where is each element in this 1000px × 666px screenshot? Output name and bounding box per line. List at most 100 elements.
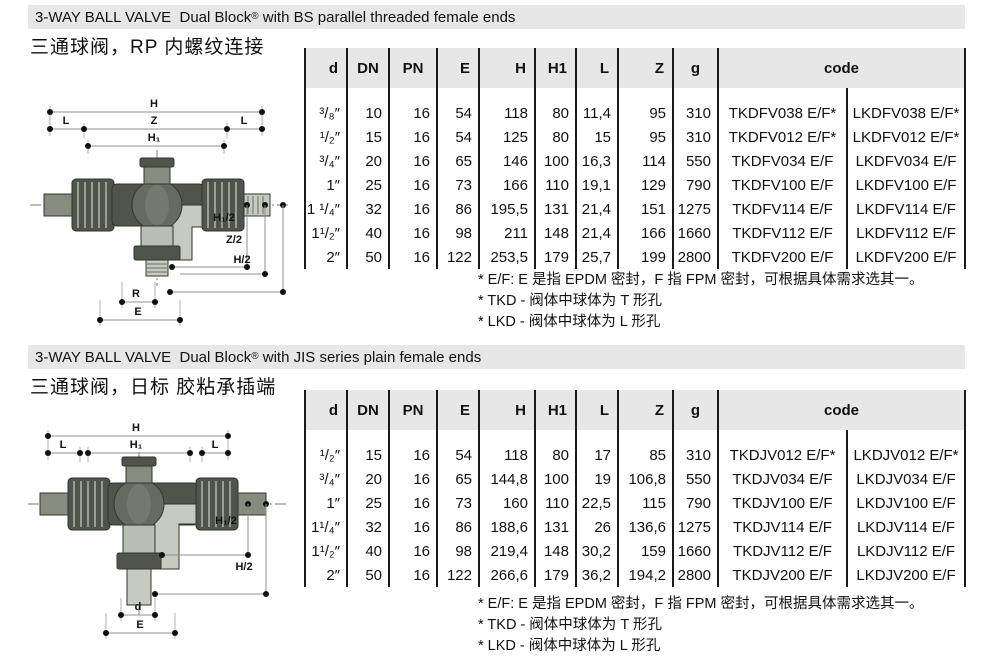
code-cell: TKDJV034 E/F: [717, 467, 847, 491]
table-row: 2″ 50 16 122 253,5 179 25,7 199 2800 TKDFV200 E/F…: [304, 245, 967, 269]
code-cell: TKDJV100 E/F: [717, 491, 847, 515]
spacer-cell: [304, 88, 347, 101]
table-row: 1¹/₄″ 32 16 86 188,6 131 26 136,6 1275 TKDJV114 E…: [304, 515, 967, 539]
value-cell: 19,1: [575, 173, 618, 197]
value-cell: 16: [388, 563, 437, 587]
code-cell: LKDJV112 E/F: [845, 539, 967, 563]
dim-label-r: R: [132, 288, 140, 300]
value-cell: 73: [436, 173, 479, 197]
table-row: ¹/₂″ 15 16 54 118 80 17 85 310 TKDJV012 E/F* LKDJV…: [304, 443, 967, 467]
value-cell: 266,6: [478, 563, 535, 587]
value-cell: 131: [534, 515, 576, 539]
table-row: ¹/₂″ 15 16 54 125 80 15 95 310 TKDFV012 E/F* LKDFV…: [304, 125, 967, 149]
value-cell: 17: [575, 443, 618, 467]
value-cell: 114: [617, 149, 673, 173]
value-cell: 2800: [672, 245, 718, 269]
code-cell: TKDFV114 E/F: [717, 197, 847, 221]
value-cell: 310: [672, 101, 718, 125]
code-cell: LKDFV114 E/F: [845, 197, 967, 221]
value-cell: 115: [617, 491, 673, 515]
code-cell: LKDFV038 E/F*: [845, 101, 967, 125]
dim-label-h: H: [132, 422, 140, 434]
col-header-h: H: [478, 390, 535, 430]
section1-title-bar: 3-WAY BALL VALVE Dual Block ® with BS par…: [28, 5, 965, 29]
col-header-d: d: [304, 390, 347, 430]
value-cell: 50: [346, 563, 389, 587]
value-cell: 16: [388, 101, 437, 125]
value-cell: 50: [346, 245, 389, 269]
table-row: 2″ 50 16 122 266,6 179 36,2 194,2 2800 TKDJV200 E…: [304, 563, 967, 587]
value-cell: 40: [346, 539, 389, 563]
value-cell: 16: [388, 221, 437, 245]
value-cell: 16,3: [575, 149, 618, 173]
size-cell: 1″: [304, 173, 347, 197]
value-cell: 15: [346, 125, 389, 149]
code-cell: LKDJV114 E/F: [845, 515, 967, 539]
col-header-d: d: [304, 48, 347, 88]
table-row: 1 ¹/₄″ 32 16 86 195,5 131 21,4 151 1275 TKDFV114 …: [304, 197, 967, 221]
value-cell: 790: [672, 173, 718, 197]
value-cell: 1275: [672, 515, 718, 539]
value-cell: 40: [346, 221, 389, 245]
value-cell: 21,4: [575, 221, 618, 245]
size-cell: 1″: [304, 491, 347, 515]
dim-label-d: d: [135, 601, 142, 613]
col-header-code: code: [716, 390, 967, 430]
dim-label-z: Z: [151, 115, 158, 127]
col-header-code: code: [716, 48, 967, 88]
col-header-h1: H1: [534, 48, 576, 88]
spacer-cell: [672, 430, 718, 443]
spacer-cell: [346, 88, 389, 101]
value-cell: 195,5: [478, 197, 535, 221]
value-cell: 310: [672, 125, 718, 149]
value-cell: 100: [534, 149, 576, 173]
dim-label-h1-half: H₁/2: [213, 212, 235, 224]
value-cell: 144,8: [478, 467, 535, 491]
spacer-row: [304, 430, 967, 443]
size-cell: 1¹/₂″: [304, 221, 347, 245]
value-cell: 1660: [672, 221, 718, 245]
code-cell: TKDFV038 E/F*: [717, 101, 847, 125]
code-cell: LKDFV200 E/F: [845, 245, 967, 269]
value-cell: 106,8: [617, 467, 673, 491]
col-header-g: g: [672, 48, 718, 88]
value-cell: 129: [617, 173, 673, 197]
spacer-row: [304, 88, 967, 101]
code-cell: TKDJV114 E/F: [717, 515, 847, 539]
dim-label-e: E: [136, 619, 143, 631]
dim-label-h1: H₁: [130, 439, 143, 451]
spacer-cell: [388, 430, 437, 443]
table-row: ³/₈″ 10 16 54 118 80 11,4 95 310 TKDFV038 E/F* LKD…: [304, 101, 967, 125]
code-cell: TKDFV112 E/F: [717, 221, 847, 245]
spacer-cell: [717, 88, 847, 101]
size-cell: 2″: [304, 563, 347, 587]
size-cell: ³/₈″: [304, 101, 347, 125]
code-cell: LKDJV100 E/F: [845, 491, 967, 515]
value-cell: 21,4: [575, 197, 618, 221]
code-cell: TKDFV034 E/F: [717, 149, 847, 173]
size-cell: ³/₄″: [304, 149, 347, 173]
footnote-ef: * E/F: E 是指 EPDM 密封，F 指 FPM 密封，可根据具体需求选其…: [478, 272, 924, 288]
section1-subtitle-cn: 三通球阀，RP 内螺纹连接: [30, 37, 265, 58]
value-cell: 118: [478, 443, 535, 467]
col-header-h: H: [478, 48, 535, 88]
spacer-cell: [617, 88, 673, 101]
value-cell: 110: [534, 491, 576, 515]
value-cell: 22,5: [575, 491, 618, 515]
value-cell: 32: [346, 197, 389, 221]
footnote-lkd: * LKD - 阀体中球体为 L 形孔: [478, 314, 661, 330]
value-cell: 25: [346, 173, 389, 197]
table-row: 1″ 25 16 73 166 110 19,1 129 790 TKDFV100 E/F LKDF…: [304, 173, 967, 197]
dim-label-h1-half: H₁/2: [215, 515, 237, 527]
section1-title: 3-WAY BALL VALVE Dual Block: [35, 8, 252, 26]
code-cell: LKDJV034 E/F: [845, 467, 967, 491]
value-cell: 550: [672, 149, 718, 173]
value-cell: 16: [388, 173, 437, 197]
value-cell: 16: [388, 125, 437, 149]
size-cell: ³/₄″: [304, 467, 347, 491]
col-header-pn: PN: [388, 390, 437, 430]
code-cell: TKDFV100 E/F: [717, 173, 847, 197]
section2-title: 3-WAY BALL VALVE Dual Block: [35, 348, 252, 366]
